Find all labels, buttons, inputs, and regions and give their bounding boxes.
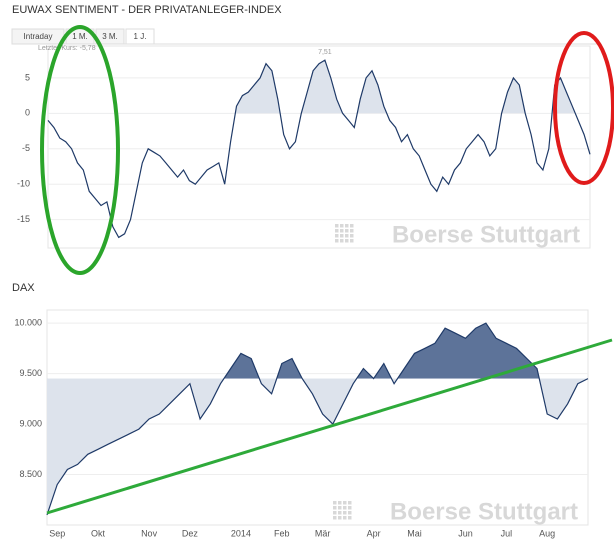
charts: 5 0 -5 -10 -15 Boerse Stuttgart Letzter Kurs: … — [14, 45, 591, 538]
x-tick-label: 2014 — [231, 528, 251, 538]
highlight-ellipse — [553, 31, 614, 185]
watermark-icon — [350, 224, 354, 228]
watermark-icon — [348, 501, 352, 505]
x-tick-label: Apr — [367, 528, 381, 538]
watermark-icon — [350, 229, 354, 233]
line — [46, 322, 589, 516]
watermark-icon — [343, 511, 347, 515]
watermark-icon — [350, 239, 354, 243]
tabs: Intraday 1 M. 3 M. 1 J. — [11, 28, 155, 45]
watermark-icon — [340, 234, 344, 238]
watermark-icon — [343, 506, 347, 510]
watermark-icon — [333, 501, 337, 505]
y-tick-label: 5 — [25, 72, 30, 82]
watermark-icon — [335, 224, 339, 228]
y-tick-label: -15 — [17, 214, 30, 224]
x-tick-label: Mai — [407, 528, 422, 538]
watermark-icon — [343, 516, 347, 520]
watermark-icon — [338, 516, 342, 520]
plot-frame — [47, 45, 591, 249]
watermark-icon — [333, 511, 337, 515]
y-tick-label: 9.000 — [19, 418, 42, 428]
x-tick-label: Dez — [182, 528, 199, 538]
tab-label[interactable]: 1 M. — [72, 32, 88, 41]
watermark-icon — [345, 229, 349, 233]
tab-label[interactable]: 1 J. — [134, 32, 147, 41]
chart-title: EUWAX SENTIMENT - DER PRIVATANLEGER-INDE… — [12, 4, 282, 16]
watermark-icon — [345, 239, 349, 243]
max-label: 7,51 — [318, 49, 332, 56]
x-tick-label: Feb — [274, 528, 290, 538]
watermark-icon — [345, 234, 349, 238]
watermark-icon — [348, 506, 352, 510]
watermark-icon — [340, 239, 344, 243]
x-tick-label: Aug — [539, 528, 555, 538]
last-label: Letzter Kurs: -5,78 — [38, 45, 96, 52]
watermark-icon — [340, 224, 344, 228]
y-tick-label: -5 — [22, 143, 30, 153]
watermark-icon — [338, 506, 342, 510]
area-above — [47, 323, 588, 379]
watermark-icon — [345, 224, 349, 228]
x-tick-label: Jun — [458, 528, 473, 538]
area-above — [48, 60, 590, 114]
y-tick-label: -10 — [17, 179, 30, 189]
watermark-icon — [333, 506, 337, 510]
x-tick-label: Nov — [141, 528, 158, 538]
watermark-icon — [338, 501, 342, 505]
watermark-icon — [333, 516, 337, 520]
watermark-icon — [338, 511, 342, 515]
y-tick-label: 0 — [25, 108, 30, 118]
watermark: Boerse Stuttgart — [392, 221, 580, 248]
watermark-icon — [335, 234, 339, 238]
watermark-icon — [343, 501, 347, 505]
watermark-icon — [348, 516, 352, 520]
x-tick-label: Sep — [49, 528, 65, 538]
x-tick-label: Jul — [501, 528, 513, 538]
x-tick-label: Okt — [91, 528, 106, 538]
watermark-icon — [340, 229, 344, 233]
y-tick-label: 8.500 — [19, 469, 42, 479]
watermark: Boerse Stuttgart — [390, 498, 578, 525]
y-tick-label: 9.500 — [19, 368, 42, 378]
tab-active[interactable] — [125, 28, 155, 45]
line — [47, 59, 591, 239]
y-tick-label: 10.000 — [14, 317, 42, 327]
tab-label[interactable]: 3 M. — [102, 32, 118, 41]
watermark-icon — [348, 511, 352, 515]
chart-title: DAX — [12, 282, 35, 294]
watermark-icon — [350, 234, 354, 238]
area-below — [47, 378, 588, 515]
watermark-icon — [335, 239, 339, 243]
highlight-ellipse — [40, 25, 120, 275]
tab-label[interactable]: Intraday — [24, 32, 53, 41]
x-tick-label: Mär — [315, 528, 331, 538]
watermark-icon — [335, 229, 339, 233]
trend-line — [46, 338, 613, 515]
